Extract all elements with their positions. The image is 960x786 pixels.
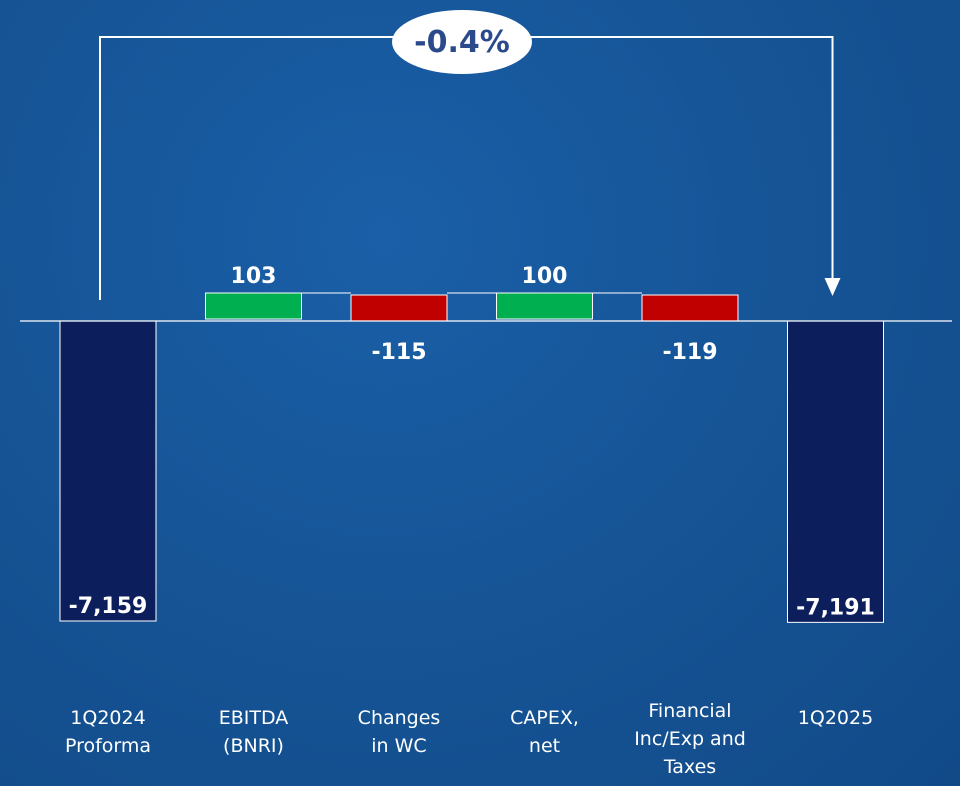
bar-decrease [350,294,448,322]
bar-total [787,320,884,623]
category-label: Financial Inc/Exp and Taxes [634,700,746,778]
value-label: -119 [662,340,717,365]
change-bracket: -0.4% [99,10,841,300]
arrow-head-icon [824,278,841,296]
value-label: -7,191 [796,595,875,620]
change-badge [392,10,532,74]
bracket-line [99,36,834,300]
bar-increase [496,292,593,320]
bar-increase [205,292,302,320]
value-label: -7,159 [69,594,148,619]
bar-decrease [641,294,739,322]
category-labels-layer: 1Q2024 Proforma EBITDA (BNRI) Changes in WC CA… [65,700,873,778]
bar-total [59,320,157,622]
value-label: 100 [522,264,568,289]
category-label: Changes in WC [358,707,441,757]
value-label: -115 [371,340,426,365]
category-label: 1Q2024 Proforma [65,707,151,757]
change-percent: -0.4% [414,25,510,60]
bars-layer [59,292,884,623]
category-label: EBITDA (BNRI) [219,707,289,757]
value-labels-layer: -7,159 103 -115 100 -119 -7,191 [69,264,875,620]
value-label: 103 [231,264,277,289]
category-label: 1Q2025 [798,707,873,729]
category-label: CAPEX, net [510,707,579,757]
